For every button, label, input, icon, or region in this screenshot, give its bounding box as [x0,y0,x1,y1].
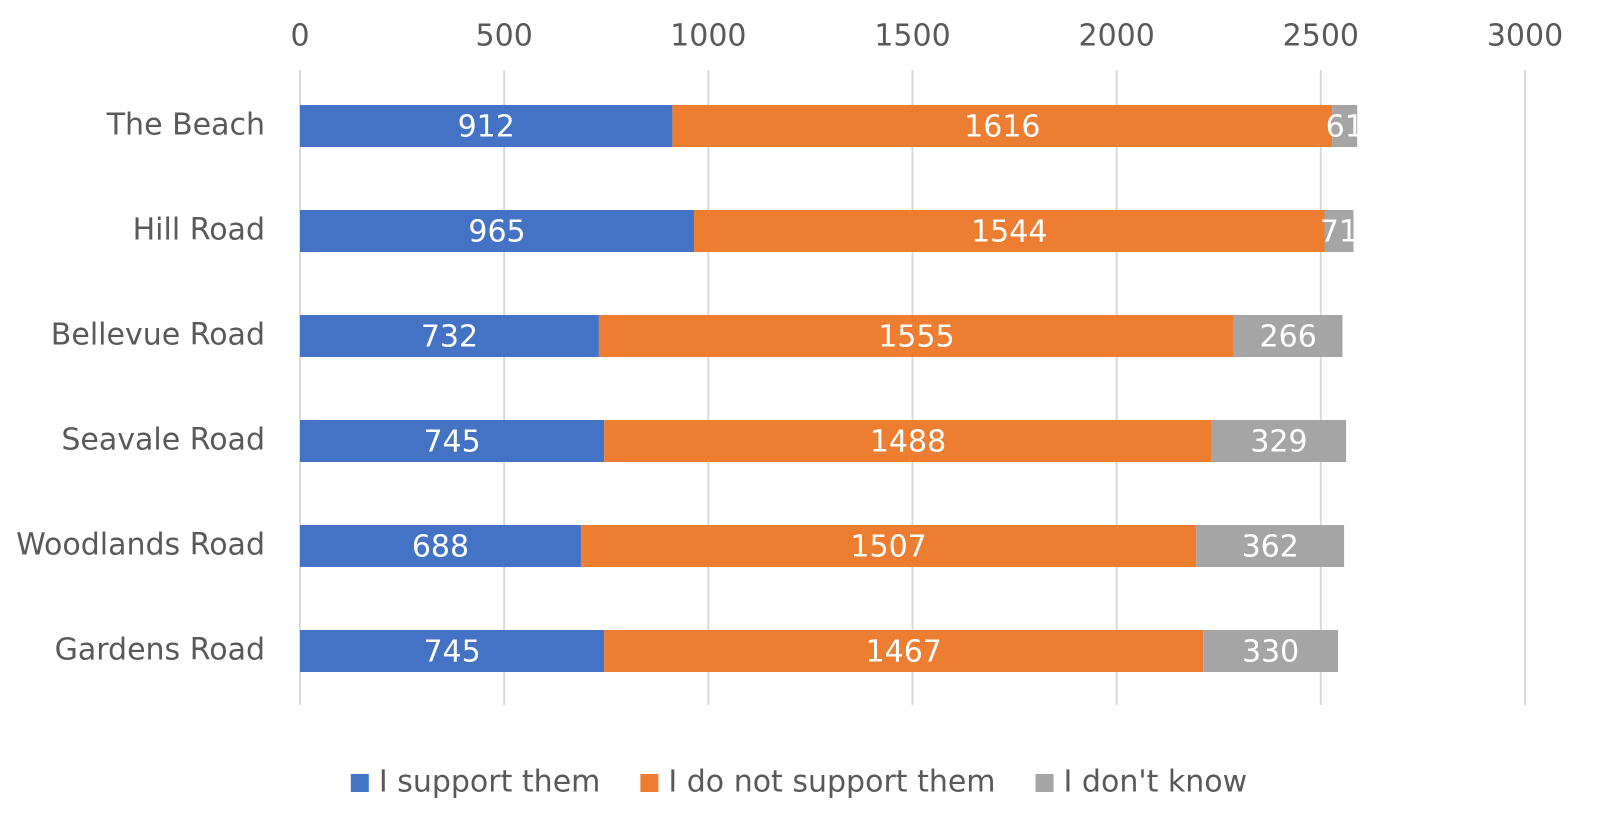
bar-segment [300,630,605,672]
category-label: Gardens Road [55,633,265,668]
x-tick-label: 1500 [874,19,950,54]
legend-label: I do not support them [668,765,995,800]
bar-segment [672,105,1333,147]
data-label: 688 [412,530,469,565]
bar-segment [1203,630,1338,672]
data-label: 362 [1242,530,1299,565]
x-tick-label: 2500 [1283,19,1359,54]
data-label: 71 [1320,215,1358,250]
category-label: The Beach [106,108,265,143]
data-label: 1616 [964,110,1040,145]
legend-item: I don't know [1035,765,1248,800]
data-label: 965 [468,215,525,250]
data-label: 1555 [878,320,954,355]
x-tick-label: 3000 [1487,19,1563,54]
bar-segment [300,105,673,147]
gridlines [299,70,1526,705]
x-axis-tick-labels: 0 500 1000 1500 2000 2500 3000 [290,19,1563,54]
data-label: 1467 [866,635,942,670]
bar-segment [580,525,1197,567]
legend-swatch [350,774,369,792]
category-label: Seavale Road [61,423,265,458]
category-label: Hill Road [133,213,265,248]
bar-segment [1332,105,1358,147]
data-label: 1507 [850,530,926,565]
bar-segment [604,630,1204,672]
data-label: 745 [423,425,480,460]
legend-swatch [640,774,659,792]
bar-segment [300,420,605,462]
bar-segment [604,420,1212,462]
legend: I support them I do not support them I don… [350,765,1248,800]
legend-label: I don't know [1064,765,1248,800]
bar-segment [1211,420,1347,462]
legend-item: I support them [350,765,601,800]
category-label: Woodlands Road [16,528,265,563]
x-tick-label: 2000 [1078,19,1154,54]
x-tick-label: 1000 [670,19,746,54]
bar-segment [300,315,599,357]
data-label: 912 [458,110,515,145]
data-label: 1544 [971,215,1047,250]
data-label: 330 [1242,635,1299,670]
bar-segment [300,525,581,567]
data-label: 329 [1250,425,1307,460]
legend-label: I support them [379,765,601,800]
bar-segment [300,210,695,252]
category-label: Bellevue Road [51,318,265,353]
data-label: 1488 [870,425,946,460]
bar-segment [1233,315,1343,357]
bar-segment [598,315,1234,357]
legend-item: I do not support them [640,765,996,800]
data-label: 745 [423,635,480,670]
data-label: 266 [1260,320,1317,355]
bar-segment [694,210,1325,252]
x-tick-label: 500 [476,19,533,54]
data-label: 732 [421,320,478,355]
category-labels: The Beach Hill Road Bellevue Road Seavale R… [16,108,265,668]
bar-segment [1196,525,1345,567]
data-labels: 912 1616 61 965 1544 71 732 1555 266 745 1488 329 68… [412,110,1364,670]
data-label: 61 [1326,110,1364,145]
legend-swatch [1035,774,1054,792]
bars [300,105,1358,672]
x-tick-label: 0 [290,19,309,54]
bar-segment [1324,210,1354,252]
